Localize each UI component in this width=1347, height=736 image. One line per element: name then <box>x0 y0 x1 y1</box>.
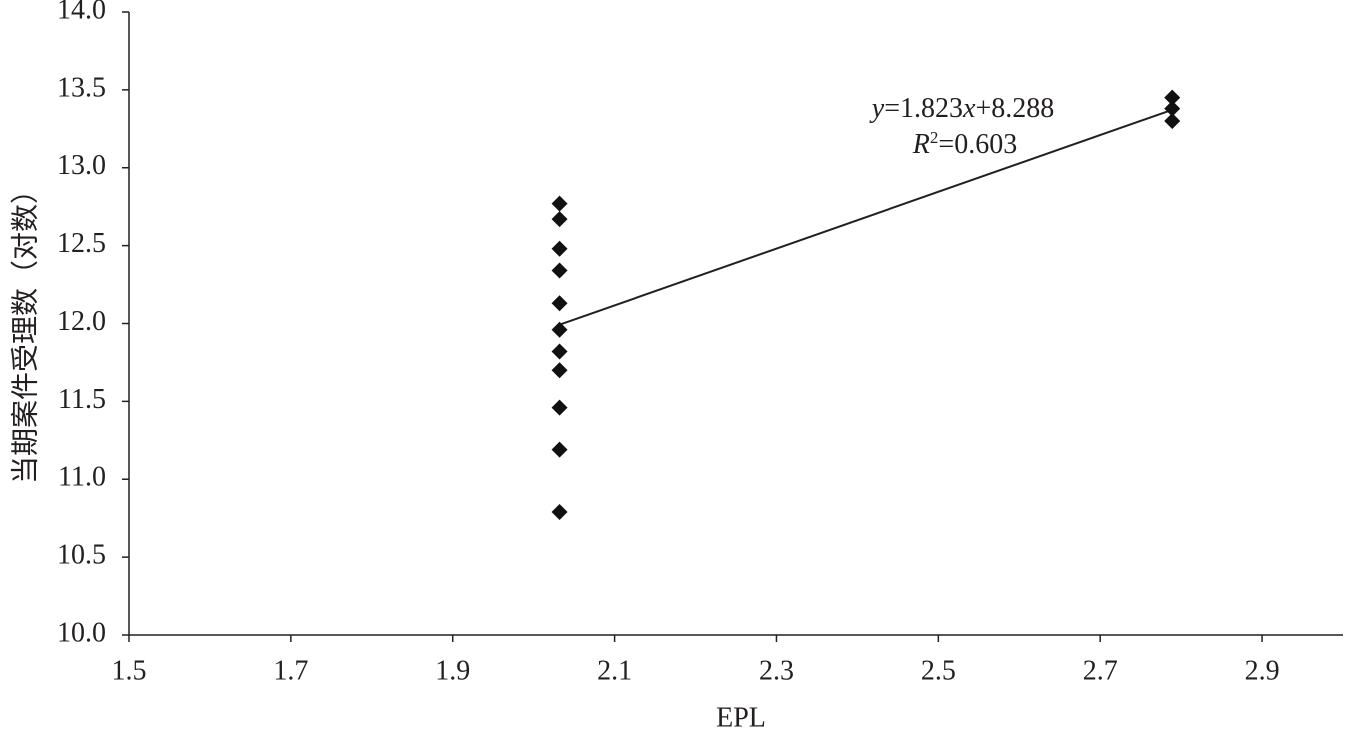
y-tick-label: 12.0 <box>57 306 106 337</box>
eq-part: +8.288 <box>975 93 1054 124</box>
point <box>1164 113 1181 130</box>
r2-part: R <box>912 129 930 160</box>
r2-part: =0.603 <box>938 129 1017 160</box>
trend-equation: y=1.823x+8.288 <box>869 93 1054 124</box>
trend-r-squared: R2=0.603 <box>912 128 1017 161</box>
point <box>551 399 568 416</box>
r2-part: 2 <box>930 128 939 147</box>
point <box>1164 100 1181 117</box>
point <box>551 211 568 228</box>
y-axis-title: 当期案件受理数（对数） <box>9 176 41 484</box>
x-axis-title: EPL <box>716 702 766 733</box>
point <box>551 503 568 520</box>
trend-line <box>559 108 1173 326</box>
x-tick-label: 1.9 <box>435 655 470 686</box>
point <box>551 321 568 338</box>
point <box>551 295 568 312</box>
eq-part: y <box>869 93 885 124</box>
y-tick-label: 11.0 <box>58 462 106 493</box>
y-tick-label: 13.5 <box>57 72 106 103</box>
y-tick-label: 10.0 <box>57 617 106 648</box>
eq-part: =1.823 <box>884 93 963 124</box>
x-tick-label: 2.1 <box>597 655 632 686</box>
x-tick-label: 2.9 <box>1245 655 1280 686</box>
point <box>1164 89 1181 106</box>
point <box>551 262 568 279</box>
x-tick-label: 1.7 <box>273 655 308 686</box>
y-tick-label: 12.5 <box>57 228 106 259</box>
x-tick-label: 2.3 <box>759 655 794 686</box>
point <box>551 195 568 212</box>
eq-part: x <box>962 93 976 124</box>
y-tick-label: 11.5 <box>58 384 106 415</box>
y-tick-label: 14.0 <box>57 0 106 25</box>
x-tick-label: 2.5 <box>921 655 956 686</box>
x-tick-label: 2.7 <box>1083 655 1118 686</box>
x-tick-label: 1.5 <box>112 655 147 686</box>
y-tick-label: 13.0 <box>57 150 106 181</box>
point <box>551 441 568 458</box>
point <box>551 343 568 360</box>
point <box>551 362 568 379</box>
point <box>551 240 568 257</box>
y-tick-label: 10.5 <box>57 540 106 571</box>
